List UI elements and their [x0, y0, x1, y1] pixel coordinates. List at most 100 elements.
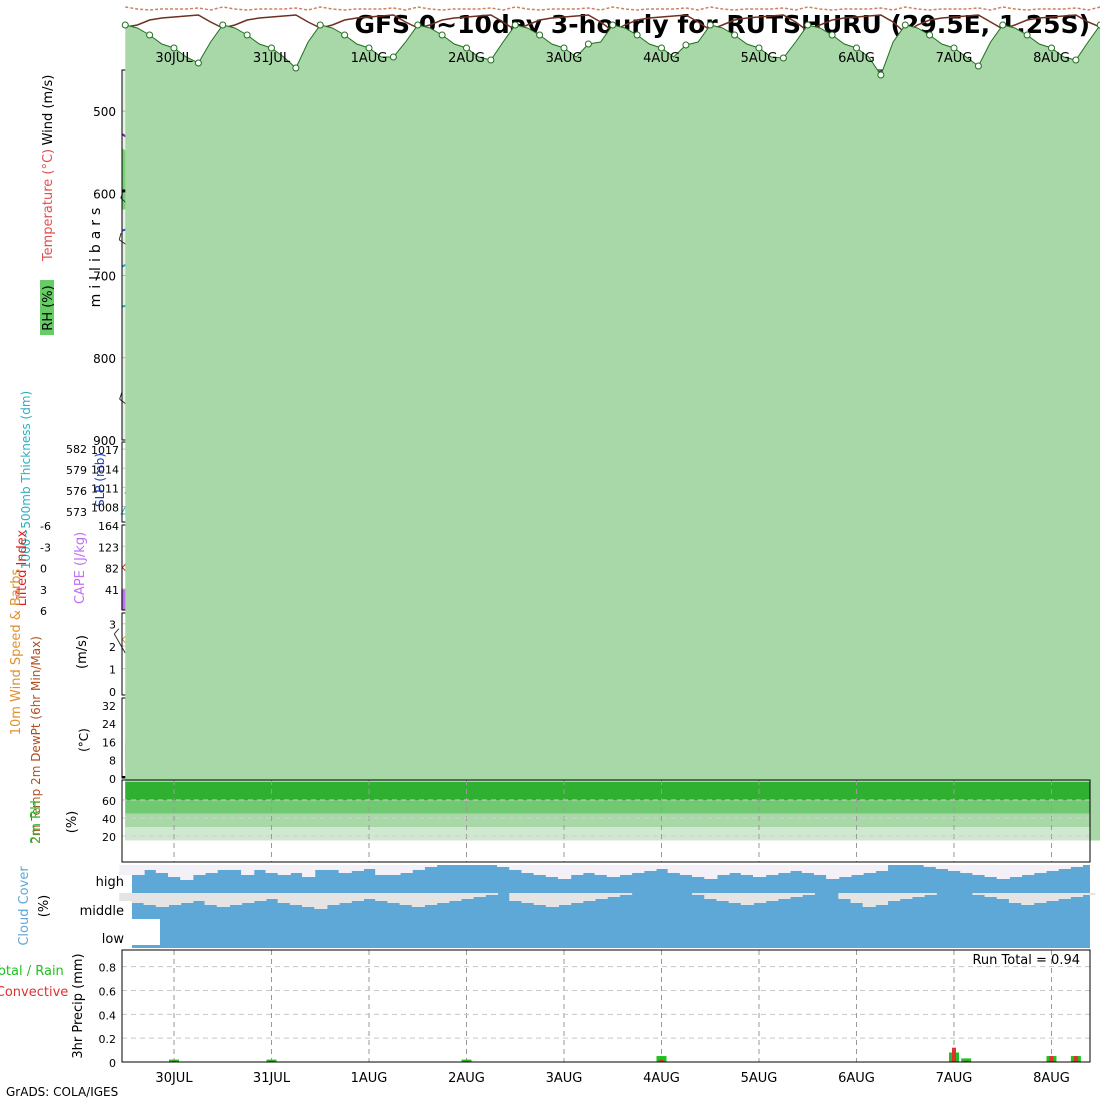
date-label-top: 6AUG: [838, 51, 875, 66]
cloud-high-gap: [765, 865, 779, 875]
cloud-middle-gap: [277, 893, 291, 903]
cloud-high-gap: [265, 865, 279, 873]
cloud-axis-label: Cloud Cover: [17, 866, 32, 946]
date-label-bottom: 1AUG: [351, 1071, 388, 1086]
cloud-middle-gap: [1069, 893, 1084, 897]
precip-convective-bar: [952, 1047, 956, 1062]
precip-tick-label: 0: [109, 1057, 116, 1070]
cloud-cover-panel: high middle low Cloud Cover (%): [17, 865, 1096, 948]
dewpoint-line: [125, 6, 1100, 11]
cloud-high-gap: [862, 865, 876, 873]
cloud-middle-gap: [228, 893, 243, 905]
cloud-middle-gap: [606, 893, 620, 897]
cloud-middle-gap: [192, 893, 206, 901]
wind-barb-flag: [119, 392, 123, 400]
temperature-tick-label: 8: [109, 755, 116, 768]
rh2m-unit-label: (%): [65, 811, 80, 834]
cloud-middle-gap: [509, 893, 523, 901]
cloud-high-gap: [826, 865, 840, 879]
cape-tick-label: 82: [105, 563, 119, 576]
wind-axis-label: Wind (m/s): [41, 75, 56, 146]
cloud-high-gap: [253, 865, 267, 870]
precip-convective-bar: [659, 1059, 664, 1062]
cloud-high-gap: [582, 865, 596, 873]
pressure-tick-label: 500: [93, 105, 116, 119]
temperature-axis-label: Temperature (°C): [41, 149, 56, 262]
cloud-middle-gap: [740, 893, 754, 905]
cloud-high-gap: [375, 865, 389, 875]
cloud-middle-gap: [363, 893, 377, 899]
cloud-middle-gap: [375, 893, 389, 901]
pressure-axis-label: millibars: [88, 203, 104, 308]
cloud-middle-gap: [423, 893, 438, 905]
cloud-high-gap: [1045, 865, 1059, 871]
precip-total-legend: Total / Rain: [0, 964, 64, 979]
cloud-middle-gap: [1021, 893, 1035, 905]
rh2m-marker: [170, 44, 178, 52]
rh2m-marker: [365, 44, 373, 52]
rh2m-band: [125, 813, 1090, 827]
temperature-tick-label: 16: [102, 736, 116, 749]
cloud-middle-gap: [216, 893, 230, 907]
date-label-bottom: 31JUL: [253, 1071, 291, 1086]
rh2m-marker: [268, 44, 275, 52]
cloud-high-gap: [923, 865, 937, 867]
rh2m-marker: [560, 44, 568, 52]
rh2m-marker: [316, 21, 324, 29]
lifted-index-tick-label: 6: [40, 605, 47, 618]
date-label-bottom: 7AUG: [936, 1071, 973, 1086]
cloud-high-gap: [813, 865, 828, 875]
rh2m-marker: [292, 64, 300, 72]
cloud-middle-gap: [570, 893, 584, 903]
cloud-middle-gap: [838, 893, 852, 899]
precip-convective-bar: [1073, 1056, 1078, 1062]
date-label-bottom: 30JUL: [155, 1071, 193, 1086]
cloud-middle-gap: [789, 893, 803, 897]
thickness-tick-label: 579: [66, 464, 87, 477]
cloud-middle-gap: [180, 893, 194, 903]
cloud-middle-gap: [155, 893, 169, 907]
cloud-high-gap: [277, 865, 291, 875]
cloud-high-gap: [509, 865, 523, 870]
slp-tick-label: 1011: [91, 482, 119, 495]
cloud-middle-gap: [728, 893, 742, 903]
rh-frame: [121, 779, 1091, 863]
cloud-high-gap: [1033, 865, 1047, 873]
cloud-middle-gap: [558, 893, 572, 905]
date-label-top: 5AUG: [741, 51, 778, 66]
precip-frame: [121, 949, 1091, 1063]
lifted-index-tick-label: 3: [40, 584, 47, 597]
cloud-high-gap: [850, 865, 864, 875]
rh2m-marker: [487, 56, 495, 64]
rh2m-marker: [706, 21, 714, 29]
cloud-high-gap: [801, 865, 815, 873]
cloud-middle-gap: [326, 893, 340, 905]
lifted-index-tick-label: -3: [40, 541, 51, 554]
cloud-level-label: middle: [80, 904, 124, 919]
rh2m-marker: [974, 62, 982, 70]
rh2m-marker: [121, 21, 129, 29]
cloud-middle-gap: [1033, 893, 1047, 903]
cape-tick-label: 164: [98, 520, 119, 533]
cloud-high-gap: [716, 865, 730, 875]
wind10m-axis-label: 10m Wind Speed & Barbs: [9, 569, 24, 736]
cloud-middle-gap: [1057, 893, 1071, 899]
rh2m-marker: [146, 31, 154, 39]
cloud-middle-gap: [460, 893, 474, 899]
cloud-high-gap: [131, 865, 145, 875]
rh2m-marker: [584, 40, 592, 48]
cloud-high-gap: [972, 865, 986, 875]
cloud-middle-gap: [984, 893, 998, 897]
precip-convective-legend: Convective: [0, 985, 68, 1000]
cloud-high-gap: [631, 865, 645, 873]
cloud-high-gap: [728, 865, 742, 873]
cloud-high-gap: [679, 865, 694, 875]
cape-axis-label: CAPE (J/kg): [73, 532, 88, 604]
precip-tick-label: 0.8: [99, 962, 117, 975]
precip-total-bar: [656, 1056, 667, 1062]
cloud-high-gap: [753, 865, 767, 877]
cloud-high-gap: [643, 865, 657, 871]
rh-axis-label: RH (%): [41, 285, 56, 330]
